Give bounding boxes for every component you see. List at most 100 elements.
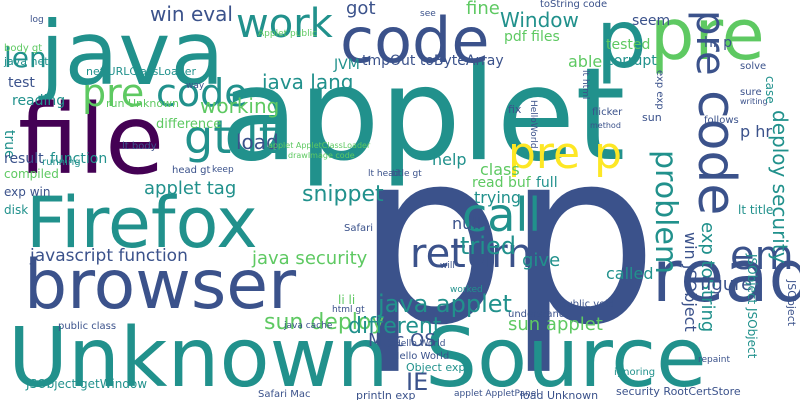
word-lt-title: lt title [738, 203, 774, 217]
word-corrupt: corrupt [606, 53, 657, 69]
word-net-urlclassloader: net URLClassLoader [86, 65, 196, 78]
word-work: work [236, 1, 333, 47]
word-exp-win: exp win [4, 185, 51, 199]
word-public-void: public void [560, 299, 615, 310]
word-code-top: code [340, 4, 490, 77]
word-browser: browser [24, 246, 297, 325]
word-sure: sure [740, 87, 762, 98]
word-case: case [763, 76, 777, 104]
word-way: way [186, 81, 205, 91]
word-reading: reading [12, 93, 66, 109]
word-pdf-files: pdf files [504, 29, 560, 45]
word-applet-tag: applet tag [144, 178, 237, 199]
word-test: test [8, 75, 35, 91]
word-head-gt: head gt [172, 165, 211, 176]
word-pre-p: pre p [508, 128, 623, 179]
word-p-hr: p hr [740, 122, 772, 141]
word-tried: tried [460, 232, 516, 260]
word-pre-left: pre [82, 71, 145, 115]
word-li-li: li li [338, 293, 356, 307]
word-difference: difference [156, 117, 222, 132]
word-solve: solve [740, 61, 767, 72]
word-body-gt: body gt [4, 43, 43, 54]
word-give: give [522, 250, 561, 271]
word-applet-appletpanel: applet AppletPanel [454, 389, 539, 399]
word-safari-mac: Safari Mac [258, 389, 311, 400]
word-repaint: repaint [698, 355, 731, 365]
word-different: different [348, 314, 442, 339]
word-safari: Safari [344, 223, 374, 234]
word-function: function [50, 151, 108, 167]
word-disk: disk [4, 203, 29, 217]
word-mac-os: Mac OS [368, 330, 436, 351]
word-log: log [30, 15, 44, 25]
word-fine: fine [466, 0, 500, 19]
word-code-left: code [156, 71, 248, 115]
word-lt-body: lt body [122, 141, 157, 152]
word-hello-world: Hello World [392, 351, 450, 362]
word-load-unknown: load Unknown [520, 389, 599, 400]
word-jvm: JVM [334, 57, 360, 73]
word-unknown: Unknown [8, 311, 389, 400]
word-file: file [18, 84, 165, 196]
word-return: return [410, 231, 533, 277]
word-p-big-2: p [506, 98, 659, 378]
word-true: true [1, 130, 17, 159]
word-load: load [236, 130, 279, 154]
word-result: result [4, 151, 44, 167]
word-pre-top: pre [650, 0, 765, 76]
word-win-eval: win eval [150, 2, 233, 26]
word-run-unknown: run Unknown [106, 97, 180, 110]
word-got: got [346, 0, 376, 19]
word-window: Window [500, 8, 579, 32]
word-java-net: java net [4, 55, 49, 68]
word-p-big: p [355, 98, 508, 378]
word-exp-exp: exp exp [654, 70, 665, 110]
word-method: method [590, 121, 621, 130]
word-hello-world-2: Hello World [394, 339, 446, 349]
word-java-cache: java cache [284, 321, 333, 331]
word-drawimage-code: drawImage code [288, 151, 355, 160]
word-tested: tested [606, 37, 651, 53]
word-flicker: flicker [592, 107, 623, 118]
word-firefox: Firefox [26, 182, 258, 264]
word-working: working [200, 94, 280, 118]
word-class: class [480, 160, 520, 179]
word-applet: applet [220, 41, 626, 190]
word-applet-public: Applet public [258, 29, 318, 39]
word-will: will [440, 261, 455, 271]
word-win-jsobject: win JSObject [681, 232, 700, 332]
word-able: able [568, 52, 603, 71]
word-pre-vertical: pre [687, 10, 733, 76]
word-javascript-function: javascript function [30, 246, 188, 266]
word-read: read [652, 234, 800, 318]
word-ie: IE [406, 368, 429, 396]
word-jsobject: JSObject [785, 280, 798, 327]
word-helloworld: HelloWorld [528, 100, 538, 149]
word-jsobject-jsobject: JSObject JSObject [745, 254, 759, 359]
word-p-top: p [596, 0, 647, 86]
word-ignoring: ignoring [614, 367, 656, 378]
word-sun: sun [642, 111, 662, 124]
word-applet-appletclassloader: applet AppletClassLoader [268, 141, 371, 150]
word-object-exp: Object exp [406, 361, 466, 374]
word-java-applet: java applet [378, 290, 512, 318]
word-trying: trying [474, 188, 522, 207]
word-tostring-code: toString code [540, 0, 608, 10]
word-sun-applet: sun applet [508, 314, 603, 335]
word-java-lang: java lang [262, 70, 354, 94]
word-follows: follows [704, 115, 739, 126]
word-problem: problem [648, 150, 683, 275]
word-html-gt: html gt [332, 305, 365, 315]
word-called: called [606, 264, 654, 283]
word-call: call [462, 188, 542, 242]
word-figure: figure [700, 274, 753, 295]
word-worked: worked [450, 285, 483, 295]
word-gt-lt: gt lt [184, 110, 277, 164]
word-keep: keep [212, 165, 234, 175]
word-jsobject-getwindow: JSObject getWindow [26, 377, 148, 391]
word-tmpout: tmpOut toByteArray [362, 53, 504, 69]
word-java: java [40, 2, 225, 105]
word-writing: writing [740, 97, 768, 106]
